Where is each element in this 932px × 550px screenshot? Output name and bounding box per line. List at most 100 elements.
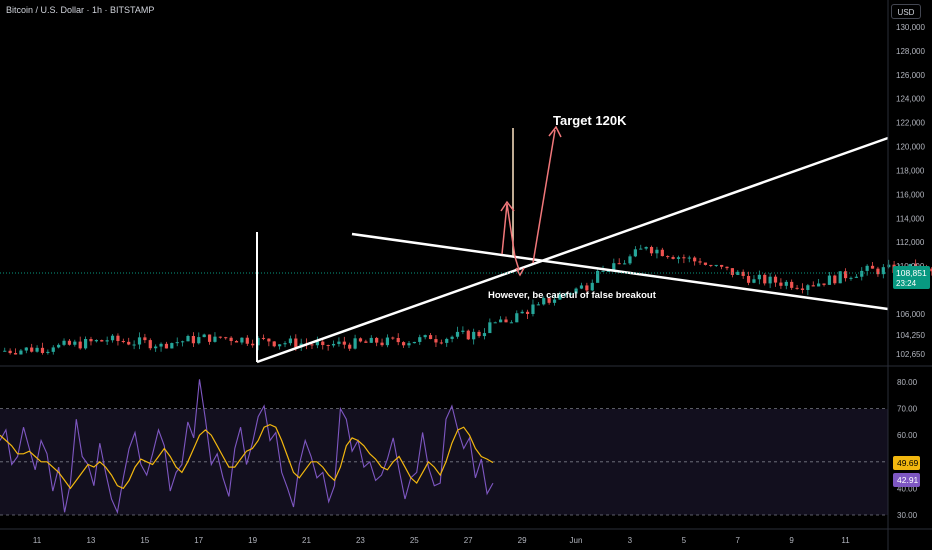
candle-body — [542, 298, 546, 305]
candle-body — [191, 335, 195, 344]
candle-body — [741, 271, 745, 276]
candle-body — [606, 270, 611, 272]
rsi-ma-badge-bg — [893, 456, 920, 470]
candle-body — [272, 341, 276, 347]
candle-body — [455, 331, 460, 337]
target-arrowhead — [548, 125, 562, 138]
rsi-bands — [0, 408, 888, 516]
candle-body — [181, 341, 185, 343]
candle-body — [876, 268, 880, 275]
candle-body — [682, 257, 686, 259]
candle-body — [660, 249, 664, 257]
candle-body — [159, 343, 163, 347]
bar-countdown: 23:24 — [896, 279, 917, 288]
candle-body — [720, 264, 724, 267]
candle-body — [402, 342, 406, 346]
candle-body — [585, 285, 589, 291]
last-price-badge-bg — [893, 266, 930, 289]
candle-body — [331, 343, 336, 346]
candle-body — [693, 257, 697, 262]
candle-body — [601, 270, 605, 272]
candle-body — [515, 313, 519, 323]
candle-body — [531, 304, 535, 314]
candle-body — [644, 246, 648, 249]
candle-body — [676, 257, 681, 259]
candle-body — [278, 344, 282, 347]
candle-body — [78, 341, 82, 349]
rsi-ma-value: 49.69 — [897, 458, 919, 468]
symbol-title[interactable]: Bitcoin / U.S. Dollar · 1h · BITSTAMP — [6, 5, 155, 15]
candle-body — [57, 344, 61, 348]
candle-body — [817, 283, 821, 287]
candle-body — [746, 275, 751, 283]
candle-body — [240, 337, 244, 343]
candle-body — [207, 334, 212, 342]
rsi-ma-badge: 49.69 — [893, 456, 920, 470]
time-tick-label: 11 — [841, 536, 850, 545]
candle-body — [569, 293, 573, 295]
candle-body — [132, 344, 136, 346]
rsi-value: 42.91 — [897, 475, 919, 485]
currency-selector[interactable]: USD — [891, 4, 921, 19]
candle-body — [83, 338, 88, 349]
candle-body — [552, 299, 557, 303]
candle-body — [666, 256, 670, 258]
price-tick-label: 122,000 — [896, 119, 925, 128]
time-tick-label: 11 — [33, 536, 42, 545]
candle-body — [428, 335, 433, 340]
price-tick-label: 106,000 — [896, 310, 925, 319]
candle-body — [337, 341, 341, 344]
candle-body — [811, 285, 815, 287]
candle-body — [353, 338, 357, 349]
candle-body — [30, 347, 34, 352]
rsi-tick-label: 80.00 — [897, 378, 918, 387]
last-price-value: 108,851 — [896, 268, 927, 278]
candle-body — [358, 338, 363, 342]
annotations: Target 120K However, be careful of false… — [256, 113, 889, 364]
candle-body — [213, 336, 217, 342]
candle-body — [865, 265, 869, 271]
price-tick-label: 116,000 — [896, 190, 925, 199]
candle-body — [520, 311, 524, 314]
candle-body — [24, 347, 28, 351]
price-axis-labels[interactable]: 130,000 128,000 126,000 124,000 122,000 120,0… — [896, 23, 925, 359]
candle-body — [321, 341, 325, 346]
candle-body — [709, 264, 713, 266]
time-tick-label: 27 — [464, 536, 473, 545]
candle-body — [375, 337, 379, 343]
time-tick-label: Jun — [570, 536, 583, 545]
candle-body — [725, 266, 729, 269]
candle-body — [229, 337, 233, 342]
candle-body — [768, 276, 772, 284]
candle-body — [860, 270, 864, 277]
candle-body — [445, 338, 449, 343]
candle-body — [224, 337, 228, 339]
rsi-lines — [0, 379, 494, 515]
candle-body — [294, 338, 298, 348]
candle-body — [806, 285, 810, 290]
candle-body — [698, 261, 702, 263]
time-tick-label: 25 — [410, 536, 419, 545]
candle-body — [40, 347, 45, 353]
candle-body — [315, 341, 319, 346]
candle-body — [887, 264, 891, 268]
candle-body — [574, 288, 578, 294]
candle-body — [617, 263, 621, 265]
candle-body — [827, 275, 832, 285]
time-tick-label: 5 — [682, 536, 687, 545]
price-tick-label: 130,000 — [896, 23, 925, 32]
candle-body — [186, 335, 190, 342]
time-axis-labels[interactable]: 11 13 15 17 19 21 23 25 27 29 Jun 3 5 7 9 11 — [33, 536, 850, 545]
candle-body — [703, 262, 708, 265]
last-price-badge: 108,851 23:24 — [893, 266, 930, 289]
candle-body — [94, 340, 98, 342]
price-tick-label: 120,000 — [896, 143, 925, 152]
false-breakout-arrowhead — [500, 200, 515, 212]
price-tick-label: 128,000 — [896, 47, 925, 56]
candle-body — [288, 338, 293, 344]
candle-body — [752, 279, 756, 283]
time-tick-label: 13 — [86, 536, 95, 545]
candle-body — [800, 288, 805, 290]
rsi-badge: 42.91 — [893, 473, 920, 487]
